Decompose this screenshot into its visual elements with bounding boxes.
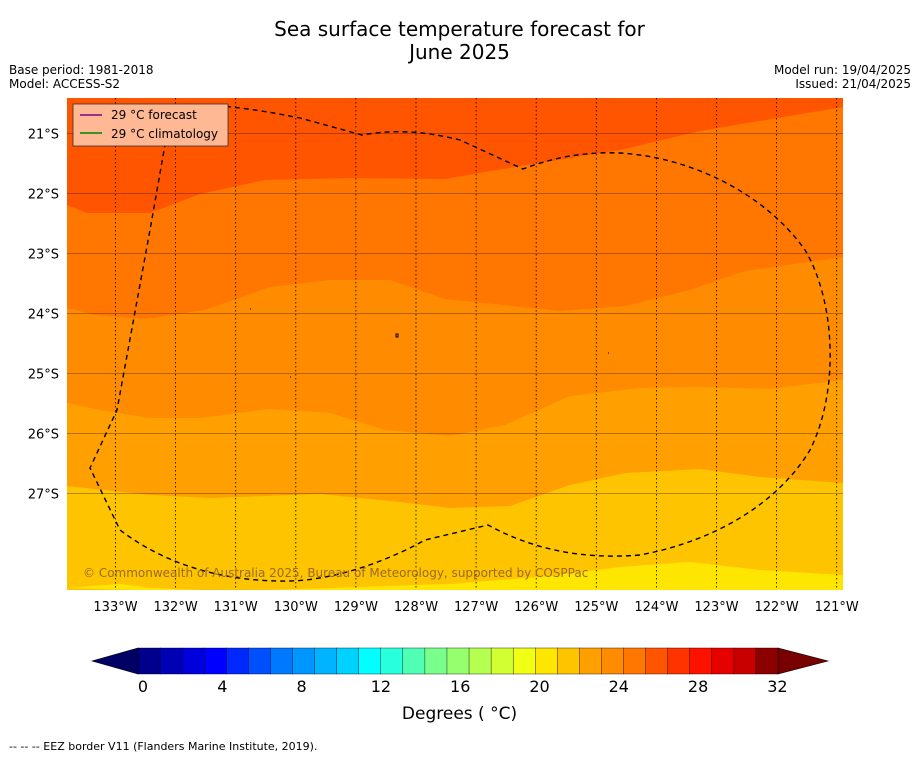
lon-tick-label: 129°W [334, 600, 378, 615]
lon-tick-label: 130°W [274, 600, 318, 615]
colorbar-swatch [204, 647, 227, 675]
lon-tick-label: 123°W [694, 600, 738, 615]
model-run: Model run: 19/04/2025 [773, 63, 911, 77]
lon-tick-label: 127°W [454, 600, 498, 615]
issued-date: Issued: 21/04/2025 [795, 77, 911, 91]
lon-tick-label: 131°W [214, 600, 258, 615]
colorbar-tick-labels: 0 4 8 12 16 20 24 28 32 [138, 677, 788, 696]
colorbar-tick: 20 [529, 677, 549, 696]
colorbar-swatch [181, 647, 205, 675]
title-line-1: Sea surface temperature forecast for [274, 17, 645, 41]
colorbar-swatch [380, 647, 404, 675]
lon-tick-label: 125°W [574, 600, 618, 615]
longitude-labels: 133°W 132°W 131°W 130°W 129°W 128°W 127°W 126°W… [93, 600, 859, 615]
lon-tick-label: 132°W [154, 600, 198, 615]
colorbar-swatch [137, 647, 161, 675]
colorbar-swatch [601, 647, 625, 675]
band-22-24 [67, 562, 843, 590]
islands [250, 308, 609, 378]
lon-tick-label: 133°W [93, 600, 137, 615]
model-name: Model: ACCESS-S2 [9, 77, 121, 91]
colorbar-swatch [557, 647, 580, 675]
colorbar-high-extend [777, 647, 830, 675]
colorbar-swatch [667, 647, 691, 675]
colorbar-tick: 16 [450, 677, 470, 696]
legend-climatology-label: 29 °C climatology [111, 127, 218, 141]
colorbar-swatch [402, 647, 426, 675]
lat-tick-label: 27°S [28, 488, 59, 503]
colorbar-swatch [358, 647, 382, 675]
island-marker [395, 333, 399, 338]
chart-title: Sea surface temperature forecast for Jun… [0, 18, 919, 64]
colorbar-swatch [424, 647, 448, 675]
colorbar-tick: 8 [297, 677, 307, 696]
lat-tick-label: 23°S [28, 248, 59, 263]
colorbar-swatch [159, 647, 183, 675]
colorbar-swatch [512, 647, 536, 675]
sst-map: © Commonwealth of Australia 2025, Bureau… [28, 98, 859, 696]
colorbar-swatch [248, 647, 272, 675]
colorbar-tick: 24 [609, 677, 629, 696]
colorbar-swatch [733, 647, 757, 675]
graticule [67, 98, 843, 590]
lon-tick-label: 128°W [394, 600, 438, 615]
colorbar-label: Degrees ( °C) [401, 704, 518, 724]
legend-box: 29 °C forecast 29 °C climatology [72, 103, 229, 147]
copyright-note: © Commonwealth of Australia 2025, Bureau… [83, 566, 588, 580]
colorbar-tick: 28 [688, 677, 708, 696]
colorbar-swatch [579, 647, 603, 675]
eez-footnote: -- -- -- EEZ border V11 (Flanders Marine… [9, 740, 318, 753]
colorbar-swatch [755, 647, 779, 675]
latitude-labels: 21°S 22°S 23°S 24°S 25°S 26°S 27°S [28, 128, 59, 503]
colorbar-tick: 12 [371, 677, 391, 696]
lat-tick-label: 24°S [28, 308, 59, 323]
lon-tick-label: 126°W [514, 600, 558, 615]
colorbar-swatch [535, 647, 558, 675]
colorbar-swatch [446, 647, 470, 675]
colorbar-swatch [645, 647, 669, 675]
lon-tick-label: 122°W [755, 600, 799, 615]
lat-tick-label: 21°S [28, 128, 59, 143]
colorbar-swatch [689, 647, 713, 675]
band-24-25 [67, 469, 843, 590]
temperature-bands [67, 98, 843, 590]
colorbar-swatch [292, 647, 316, 675]
model-info: Base period: 1981-2018 Model: ACCESS-S2 [9, 63, 154, 91]
eez-border [89, 103, 831, 582]
lat-tick-label: 22°S [28, 188, 59, 203]
colorbar-tick: 32 [767, 677, 787, 696]
lon-tick-label: 121°W [815, 600, 859, 615]
colorbar-swatch [270, 647, 294, 675]
title-line-2: June 2025 [409, 40, 510, 64]
lat-tick-label: 25°S [28, 368, 59, 383]
colorbar-swatch [468, 647, 492, 675]
colorbar-swatch [623, 647, 647, 675]
lat-tick-label: 26°S [28, 428, 59, 443]
colorbar-swatch [711, 647, 735, 675]
colorbar-swatch [490, 647, 514, 675]
colorbar [90, 647, 830, 675]
colorbar-tick: 4 [217, 677, 227, 696]
lon-tick-label: 124°W [634, 600, 678, 615]
colorbar-tick: 0 [138, 677, 148, 696]
legend-forecast-label: 29 °C forecast [111, 108, 197, 122]
colorbar-swatch [226, 647, 249, 675]
colorbar-low-extend [90, 647, 139, 675]
colorbar-swatch [336, 647, 360, 675]
run-info: Model run: 19/04/2025 Issued: 21/04/2025 [774, 63, 911, 91]
base-period: Base period: 1981-2018 [9, 63, 154, 77]
colorbar-swatch [314, 647, 338, 675]
